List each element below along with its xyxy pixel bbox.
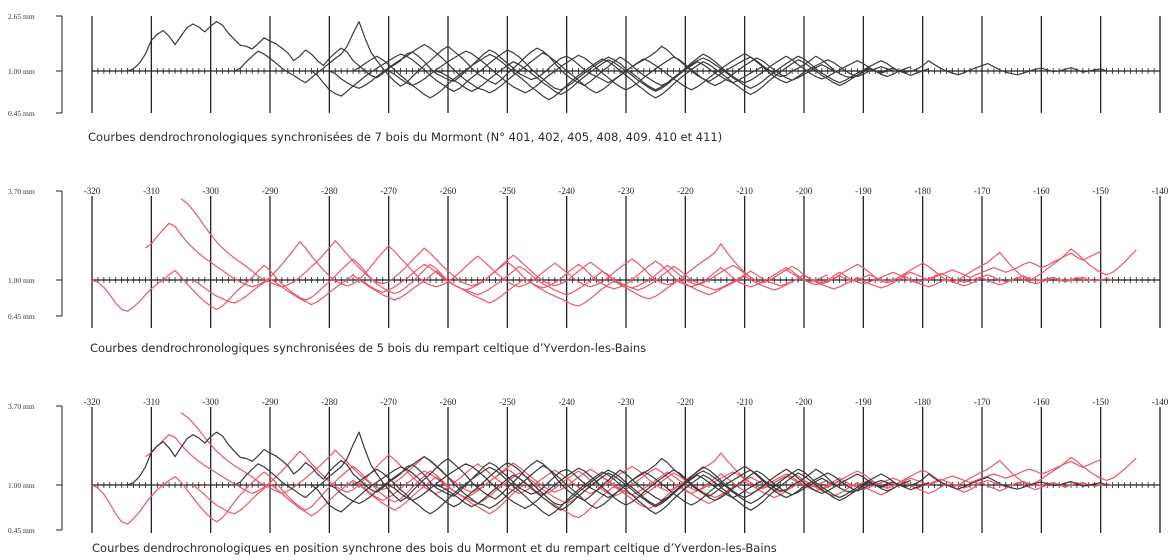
x-tick-label: -170 (974, 186, 991, 196)
caption-mormont: Courbes dendrochronologiques synchronisé… (88, 130, 723, 144)
mormont-series-2 (234, 431, 912, 502)
mormont-series-3 (311, 49, 929, 97)
chart-yverdon: 3.70 mm 1.00 mm 0.45 mm -320 -310 -300 -290 -28… (8, 186, 1169, 328)
y-tick-label: 1.00 mm (8, 67, 35, 76)
y-tick-label: 0.45 mm (8, 312, 35, 321)
yverdon-series-1 (91, 465, 1113, 525)
x-tick-label: -140 (1152, 186, 1169, 196)
x-tick-label: -220 (677, 397, 694, 407)
mormont-series-4 (329, 455, 894, 510)
x-tick-label: -310 (143, 186, 160, 196)
x-tick-label: -280 (321, 186, 338, 196)
y-tick-label: 3.70 mm (8, 402, 35, 411)
mormont-series-6 (388, 463, 835, 510)
mormont-series-3 (311, 461, 929, 513)
x-tick-label: -140 (1152, 397, 1169, 407)
x-tick-label: -240 (558, 397, 575, 407)
yverdon-series-4 (192, 270, 1089, 307)
panel-mormont: 2.65 mm 1.00 mm 0.45 mm Courbes dendrochro… (0, 0, 1176, 152)
x-tick-label: -210 (736, 186, 753, 196)
x-tick-label: -260 (440, 397, 457, 407)
panel-yverdon: 3.70 mm 1.00 mm 0.45 mm -320 -310 -300 -290 -28… (0, 176, 1176, 368)
x-tick-label: -270 (380, 397, 397, 407)
mormont-series-5 (352, 466, 888, 517)
x-tick-label: -210 (736, 397, 753, 407)
chart-mormont: 2.65 mm 1.00 mm 0.45 mm (8, 12, 1161, 118)
y-tick-label: 3.70 mm (8, 187, 35, 196)
mormont-series-7 (435, 59, 781, 96)
x-tick-label: -250 (499, 397, 516, 407)
x-tick-label: -300 (202, 397, 219, 407)
x-tick-label: -200 (796, 397, 813, 407)
x-tick-label: -250 (499, 186, 516, 196)
x-tick-label: -180 (914, 397, 931, 407)
x-tick-label: -160 (1033, 186, 1050, 196)
x-tick-label: -160 (1033, 397, 1050, 407)
x-tick-label: -300 (202, 186, 219, 196)
x-tick-label: -290 (262, 397, 279, 407)
yverdon-series-3 (180, 198, 828, 289)
y-tick-label: 0.45 mm (8, 526, 35, 535)
x-tick-label: -310 (143, 397, 160, 407)
x-tick-label: -190 (855, 186, 872, 196)
x-tick-label: -280 (321, 397, 338, 407)
chart-combined: 3.70 mm 1.00 mm 0.45 mm -320 -310 -300 -290 -28… (8, 397, 1169, 535)
yverdon-series-3 (180, 412, 828, 496)
yverdon-series-4 (192, 476, 1089, 519)
y-tick-label: 1.00 mm (8, 276, 35, 285)
x-tick-label: -220 (677, 186, 694, 196)
y-tick-label: 2.65 mm (8, 12, 35, 21)
x-tick-label: -320 (84, 186, 101, 196)
x-tick-label: -170 (974, 397, 991, 407)
x-tick-label: -180 (914, 186, 931, 196)
mormont-series-7 (435, 472, 781, 511)
mormont-series-5 (352, 53, 888, 101)
x-tick-label: -230 (618, 186, 635, 196)
mormont-series-2 (234, 21, 912, 87)
caption-yverdon: Courbes dendrochronologiques synchronisé… (90, 341, 647, 355)
mormont-series-6 (388, 50, 834, 94)
x-tick-label: -150 (1092, 397, 1109, 407)
mormont-series-4 (329, 43, 894, 94)
panel-combined: 3.70 mm 1.00 mm 0.45 mm -320 -310 -300 -290 -28… (0, 385, 1176, 560)
yverdon-series-1 (91, 258, 1113, 312)
x-tick-label: -200 (796, 186, 813, 196)
y-tick-label: 0.45 mm (8, 109, 35, 118)
x-tick-label: -150 (1092, 186, 1109, 196)
x-tick-label: -240 (558, 186, 575, 196)
yverdon-series-2 (145, 434, 1137, 495)
x-tick-label: -260 (440, 186, 457, 196)
x-tick-label: -290 (262, 186, 279, 196)
x-tick-label: -230 (618, 397, 635, 407)
caption-combined: Courbes dendrochronologiques en position… (92, 541, 777, 555)
y-tick-label: 1.00 mm (8, 481, 35, 490)
mormont-series-1 (127, 21, 1107, 84)
x-tick-label: -320 (84, 397, 101, 407)
x-tick-label: -190 (855, 397, 872, 407)
x-tick-label: -270 (380, 186, 397, 196)
yverdon-series-2 (145, 222, 1137, 288)
yverdon-series-5 (358, 250, 1101, 296)
